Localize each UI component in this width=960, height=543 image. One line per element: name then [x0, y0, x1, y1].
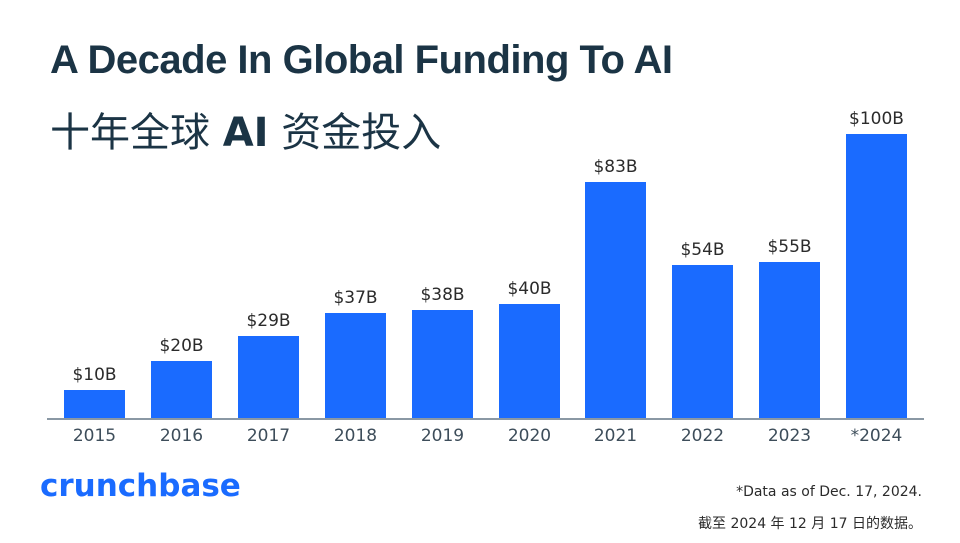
- bar-2018: [325, 313, 386, 418]
- subtitle-post: 资金投入: [281, 110, 442, 156]
- x-tick-label: 2020: [507, 426, 552, 446]
- crunchbase-logo: crunchbase: [40, 468, 241, 504]
- x-tick-label: 2017: [246, 426, 291, 446]
- x-tick-label: 2021: [593, 426, 638, 446]
- bar-2020: [499, 304, 560, 418]
- x-tick-label: 2015: [72, 426, 117, 446]
- bar-value-label: $29B: [246, 311, 291, 331]
- x-tick-label: 2018: [333, 426, 378, 446]
- bar-2024: [846, 134, 907, 418]
- chart-subtitle: 十年全球 AI 资金投入: [50, 100, 441, 158]
- x-tick-label: 2022: [680, 426, 725, 446]
- bar-value-label: $38B: [420, 285, 465, 305]
- bar-value-label: $20B: [159, 336, 204, 356]
- subtitle-pre: 十年全球: [50, 110, 210, 156]
- data-note-zh: 截至 2024 年 12 月 17 日的数据。: [698, 516, 922, 532]
- bar-value-label: $54B: [680, 240, 725, 260]
- bar-2017: [238, 336, 299, 418]
- bar-value-label: $100B: [849, 109, 904, 129]
- bar-2019: [412, 310, 473, 418]
- x-tick-label: 2023: [767, 426, 812, 446]
- bar-value-label: $55B: [767, 237, 812, 257]
- bar-2021: [585, 182, 646, 418]
- chart-title: A Decade In Global Funding To AI: [50, 38, 673, 82]
- bar-value-label: $83B: [593, 157, 638, 177]
- x-tick-label: 2019: [420, 426, 465, 446]
- bar-value-label: $37B: [333, 288, 378, 308]
- bar-value-label: $10B: [72, 365, 117, 385]
- bar-2016: [151, 361, 212, 418]
- bar-2023: [759, 262, 820, 418]
- bar-value-label: $40B: [507, 279, 552, 299]
- bar-2022: [672, 265, 733, 418]
- x-tick-label: *2024: [850, 426, 903, 446]
- bar-2015: [64, 390, 125, 418]
- data-note-en: *Data as of Dec. 17, 2024.: [736, 484, 922, 500]
- subtitle-ai: AI: [222, 110, 269, 156]
- x-axis-line: [47, 418, 924, 420]
- x-tick-label: 2016: [159, 426, 204, 446]
